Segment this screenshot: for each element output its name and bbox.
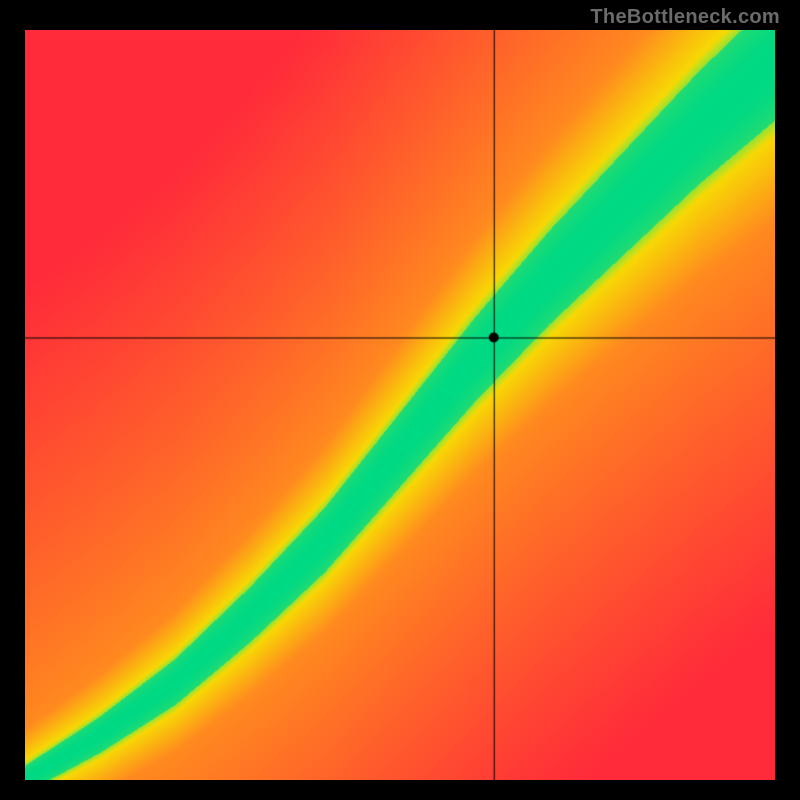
- heatmap-canvas: [25, 30, 775, 780]
- heatmap-plot: [25, 30, 775, 780]
- watermark-text: TheBottleneck.com: [590, 6, 780, 29]
- chart-container: TheBottleneck.com: [0, 0, 800, 800]
